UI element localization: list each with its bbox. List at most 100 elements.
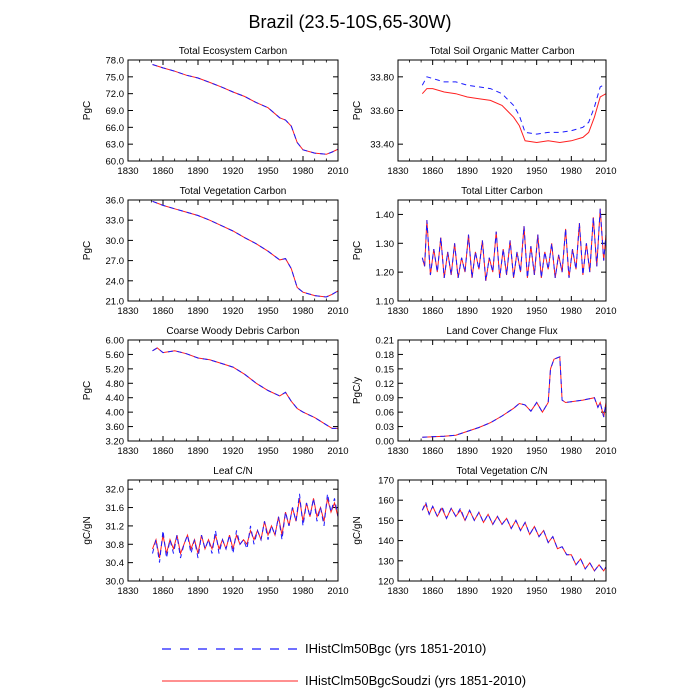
y-tick-label: 0.12 <box>376 379 395 390</box>
y-tick-label: 3.60 <box>106 422 125 433</box>
y-tick-label: 30.0 <box>106 236 125 247</box>
x-tick-label: 1950 <box>257 306 278 317</box>
y-tick-label: 120 <box>378 577 394 588</box>
chart-panel: Land Cover Change Flux PgC/y 1830 1860 1890 1… <box>352 326 617 457</box>
x-tick-label: 2010 <box>595 306 616 317</box>
x-tick-label: 1980 <box>292 446 313 457</box>
series-line-run-2 <box>152 64 338 155</box>
y-axis-label: PgC <box>82 101 93 120</box>
plot-frame <box>397 199 607 302</box>
y-tick-label: 1.40 <box>376 210 395 221</box>
plot-frame <box>127 199 339 302</box>
x-tick-label: 1830 <box>117 586 138 597</box>
chart-panel: Coarse Woody Debris Carbon PgC 1830 1860 189… <box>82 326 349 457</box>
x-tick-label: 1980 <box>292 166 313 177</box>
x-tick-label: 1920 <box>222 166 243 177</box>
y-tick-label: 1.30 <box>376 239 395 250</box>
y-tick-label: 4.40 <box>106 393 125 404</box>
x-tick-label: 1950 <box>526 446 547 457</box>
x-tick-label: 1950 <box>526 166 547 177</box>
panel-title: Leaf C/N <box>213 466 252 477</box>
y-tick-label: 0.09 <box>376 393 395 404</box>
series-line-run-2 <box>152 347 338 429</box>
legend: IHistClm50Bgc (yrs 1851-2010) IHistClm50… <box>162 641 526 688</box>
plot-frame <box>127 339 339 442</box>
y-tick-label: 130 <box>378 556 394 567</box>
y-tick-label: 36.0 <box>106 196 125 207</box>
series-line-run-1 <box>152 347 338 429</box>
x-tick-label: 1860 <box>422 586 443 597</box>
x-tick-label: 1980 <box>292 586 313 597</box>
x-tick-label: 1890 <box>457 586 478 597</box>
x-tick-label: 2010 <box>595 166 616 177</box>
series-line-run-1 <box>421 208 606 281</box>
series-line-run-1 <box>152 64 338 155</box>
y-axis-label: PgC/y <box>352 377 363 404</box>
x-tick-label: 1830 <box>387 306 408 317</box>
y-tick-label: 150 <box>378 516 394 527</box>
chart-panel: Total Vegetation C/N gC/gN 1830 1860 1890 192… <box>352 466 617 597</box>
plot-frame <box>397 59 607 162</box>
y-tick-label: 5.20 <box>106 364 125 375</box>
y-tick-label: 30.0 <box>106 577 125 588</box>
y-tick-label: 0.03 <box>376 422 395 433</box>
y-tick-label: 4.80 <box>106 379 125 390</box>
chart-panel: Leaf C/N gC/gN 1830 1860 1890 1920 1950 1980 201… <box>82 466 349 597</box>
chart-panel: Total Litter Carbon PgC 1830 1860 1890 1920 19… <box>352 186 617 317</box>
x-tick-label: 1830 <box>117 446 138 457</box>
x-tick-label: 1830 <box>387 586 408 597</box>
y-tick-label: 30.8 <box>106 540 125 551</box>
y-tick-label: 0.15 <box>376 364 395 375</box>
x-tick-label: 1830 <box>117 166 138 177</box>
y-tick-label: 66.0 <box>106 123 125 134</box>
y-tick-label: 0.18 <box>376 350 395 361</box>
y-axis-label: gC/gN <box>352 516 363 544</box>
y-tick-label: 24.0 <box>106 276 125 287</box>
y-tick-label: 160 <box>378 496 394 507</box>
plot-frame <box>397 339 607 442</box>
x-tick-label: 1920 <box>222 586 243 597</box>
panel-title: Land Cover Change Flux <box>446 326 557 337</box>
panel-title: Total Vegetation Carbon <box>180 186 287 197</box>
y-tick-label: 21.0 <box>106 297 125 308</box>
y-axis-label: PgC <box>82 241 93 260</box>
series-line-run-2 <box>422 356 606 438</box>
panels: Total Ecosystem Carbon PgC 1830 1860 1890 192… <box>82 46 617 597</box>
chart-panel: Total Ecosystem Carbon PgC 1830 1860 1890 192… <box>82 46 349 177</box>
x-tick-label: 1860 <box>422 306 443 317</box>
series-line-run-1 <box>421 76 606 135</box>
series-line-run-1 <box>422 356 606 438</box>
x-tick-label: 1830 <box>387 166 408 177</box>
y-tick-label: 69.0 <box>106 106 125 117</box>
panel-title: Total Litter Carbon <box>461 186 543 197</box>
panel-title: Coarse Woody Debris Carbon <box>166 326 299 337</box>
y-tick-label: 27.0 <box>106 256 125 267</box>
y-tick-label: 31.6 <box>106 503 125 514</box>
y-tick-label: 0.00 <box>376 437 395 448</box>
panel-title: Total Ecosystem Carbon <box>179 46 287 57</box>
series-line-run-1 <box>152 493 338 563</box>
y-tick-label: 140 <box>378 536 394 547</box>
x-tick-label: 1920 <box>222 306 243 317</box>
y-tick-label: 32.0 <box>106 485 125 496</box>
y-tick-label: 4.00 <box>106 408 125 419</box>
chart-panel: Total Vegetation Carbon PgC 1830 1860 1890 19… <box>82 186 349 317</box>
x-tick-label: 1920 <box>491 446 512 457</box>
x-tick-label: 1950 <box>526 586 547 597</box>
figure-title: Brazil (23.5-10S,65-30W) <box>248 12 451 32</box>
plot-frame <box>127 479 339 582</box>
x-tick-label: 2010 <box>327 446 348 457</box>
x-tick-label: 1830 <box>117 306 138 317</box>
x-tick-label: 1860 <box>422 446 443 457</box>
x-tick-label: 2010 <box>327 166 348 177</box>
x-tick-label: 1980 <box>561 446 582 457</box>
legend-label-1: IHistClm50Bgc (yrs 1851-2010) <box>305 641 486 656</box>
x-tick-label: 1950 <box>257 446 278 457</box>
x-tick-label: 1860 <box>422 166 443 177</box>
y-tick-label: 3.20 <box>106 437 125 448</box>
x-tick-label: 1980 <box>561 306 582 317</box>
y-tick-label: 0.21 <box>376 336 395 347</box>
x-tick-label: 1860 <box>152 166 173 177</box>
y-tick-label: 63.0 <box>106 140 125 151</box>
x-tick-label: 1890 <box>187 306 208 317</box>
